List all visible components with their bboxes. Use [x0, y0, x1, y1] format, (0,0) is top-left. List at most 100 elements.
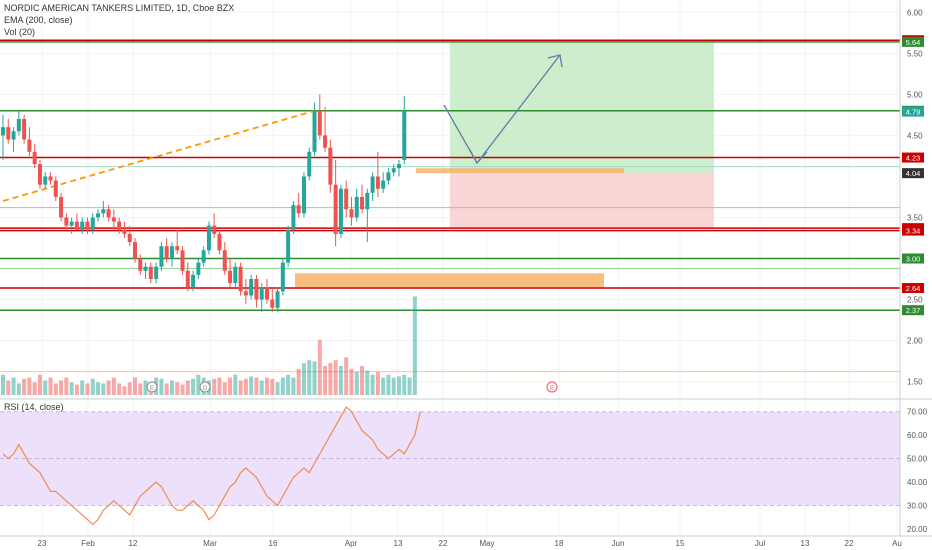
- volume-bar: [317, 339, 322, 395]
- volume-bar: [259, 380, 264, 395]
- candle-body: [1, 127, 5, 136]
- rsi-tick-label: 20.00: [907, 525, 928, 534]
- price-tick-label: 6.00: [907, 8, 923, 17]
- candle-body: [101, 209, 106, 214]
- candle-body: [175, 246, 180, 251]
- rsi-tick-label: 60.00: [907, 431, 928, 440]
- x-tick-label: Jun: [612, 539, 625, 548]
- volume-bar: [338, 366, 343, 395]
- candle-body: [249, 279, 254, 296]
- price-tick-label: 5.00: [907, 90, 923, 99]
- volume-bar: [133, 377, 137, 395]
- volume-bar: [185, 380, 190, 395]
- candle-body: [11, 131, 16, 140]
- level-badge-label: 2.64: [906, 284, 921, 293]
- price-tick-label: 3.50: [907, 213, 923, 222]
- volume-bar: [381, 377, 386, 395]
- candle-body: [48, 176, 53, 181]
- x-tick-label: 16: [269, 539, 278, 548]
- volume-bar: [53, 383, 58, 395]
- level-badge: [902, 253, 924, 264]
- volume-bar: [16, 383, 21, 395]
- candle-body: [328, 147, 333, 185]
- candle-body: [397, 164, 401, 169]
- candle-body: [164, 246, 169, 259]
- volume-bar: [138, 383, 143, 395]
- x-tick-label: 13: [801, 539, 810, 548]
- candle-body: [360, 196, 365, 210]
- candle-body: [349, 209, 354, 218]
- candle-body: [338, 188, 343, 234]
- volume-bar: [1, 374, 5, 395]
- candle-body: [127, 233, 132, 243]
- candle-body: [90, 217, 95, 230]
- candle-body: [391, 168, 396, 173]
- price-tick-label: 4.50: [907, 131, 923, 140]
- chart-title: NORDIC AMERICAN TANKERS LIMITED, 1D, Cbo…: [4, 3, 235, 13]
- volume-bar: [175, 382, 180, 395]
- volume-bar: [360, 366, 365, 395]
- candle-body: [59, 196, 64, 218]
- candle-body: [64, 217, 69, 226]
- candle-body: [291, 205, 296, 230]
- level-badge: [902, 152, 924, 163]
- level-badge-label: 4.23: [906, 154, 921, 163]
- volume-bar: [127, 382, 132, 395]
- volume-bar: [344, 357, 349, 395]
- candles: [1, 94, 407, 312]
- price-tick-label: 2.00: [907, 337, 923, 346]
- volume-bar: [280, 377, 285, 395]
- volume-bar: [169, 380, 174, 395]
- volume-bar: [180, 384, 185, 395]
- volume-bar: [238, 380, 243, 395]
- volume-bar: [265, 377, 269, 395]
- volume-legend: Vol (20): [4, 27, 36, 37]
- level-badge-label: 4.04: [906, 169, 921, 178]
- volume-bar: [333, 360, 338, 395]
- candle-body: [365, 192, 370, 210]
- candle-body: [280, 262, 285, 292]
- support-order-zone: [295, 273, 604, 288]
- event-marker-label: D: [203, 386, 208, 392]
- rsi-tick-label: 40.00: [907, 478, 928, 487]
- ema-legend: EMA (200, close): [4, 15, 73, 25]
- volume-bar: [291, 377, 296, 395]
- rsi-tick-label: 70.00: [907, 408, 928, 417]
- volume-bar: [111, 377, 116, 395]
- volume-bar: [397, 376, 401, 395]
- volume-bar: [27, 377, 32, 395]
- candle-body: [312, 110, 317, 152]
- volume-bar: [164, 383, 169, 395]
- candle-body: [6, 127, 11, 140]
- volume-bar: [243, 378, 248, 395]
- candle-body: [296, 205, 301, 214]
- event-marker: [146, 381, 158, 393]
- candle-body: [375, 176, 380, 189]
- candle-body: [133, 242, 137, 259]
- volume-bar: [96, 382, 101, 395]
- candle-body: [228, 270, 233, 284]
- x-tick-label: 22: [845, 539, 854, 548]
- volume-bar: [296, 368, 301, 395]
- level-badge-label: 4.79: [906, 108, 921, 117]
- volume-bar: [349, 368, 354, 395]
- volume-bar: [312, 361, 317, 395]
- candle-body: [43, 176, 48, 185]
- volume-bar: [275, 382, 280, 395]
- candle-body: [106, 209, 111, 218]
- candle-body: [259, 287, 264, 300]
- candle-body: [69, 221, 74, 226]
- candle-body: [317, 110, 322, 136]
- candle-body: [85, 221, 90, 230]
- volume-bar: [212, 378, 217, 395]
- candle-body: [138, 258, 143, 271]
- candle-body: [286, 229, 291, 263]
- volume-bar: [249, 376, 254, 395]
- x-tick-label: 12: [129, 539, 138, 548]
- candle-body: [275, 291, 280, 308]
- level-badge-label: 2.37: [906, 306, 921, 315]
- x-tick-label: Feb: [81, 539, 95, 548]
- x-tick-label: Apr: [345, 539, 358, 548]
